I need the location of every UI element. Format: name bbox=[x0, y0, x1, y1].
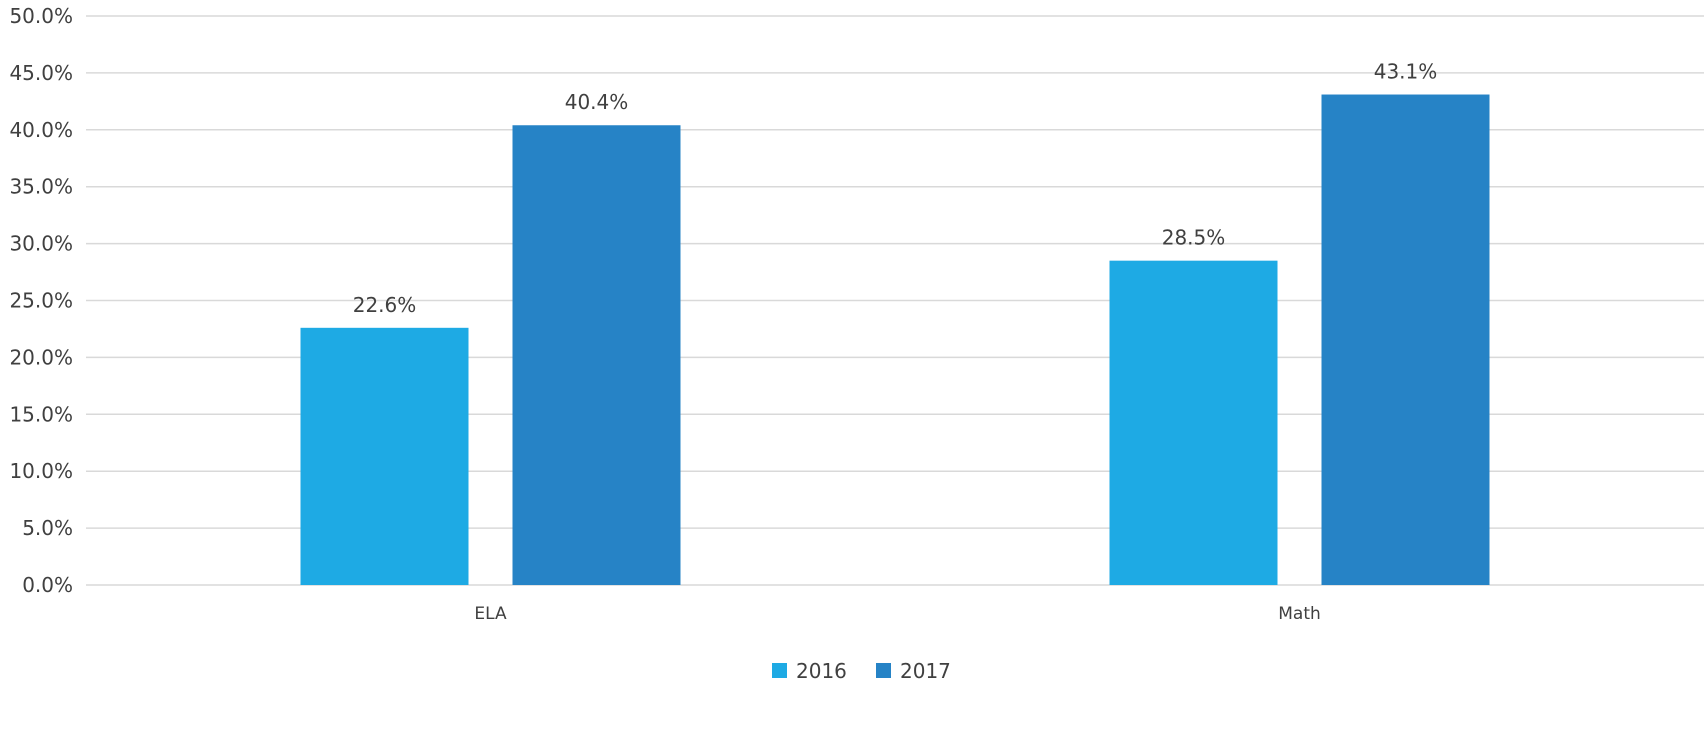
y-tick-label: 35.0% bbox=[9, 175, 73, 199]
x-axis-categories: ELA Math bbox=[474, 604, 1320, 624]
x-category-label: ELA bbox=[474, 604, 507, 624]
bar-2016-math bbox=[1109, 260, 1278, 585]
data-label: 22.6% bbox=[353, 293, 417, 317]
data-label: 28.5% bbox=[1162, 226, 1226, 250]
legend-label: 2017 bbox=[900, 659, 951, 683]
y-tick-label: 40.0% bbox=[9, 118, 73, 142]
y-tick-label: 10.0% bbox=[9, 459, 73, 483]
legend: 2016 2017 bbox=[772, 659, 951, 683]
bars bbox=[300, 94, 1490, 586]
legend-swatch bbox=[772, 663, 787, 678]
y-tick-label: 20.0% bbox=[9, 345, 73, 369]
y-tick-label: 0.0% bbox=[22, 573, 73, 597]
data-label: 43.1% bbox=[1374, 60, 1438, 84]
legend-swatch bbox=[876, 663, 891, 678]
legend-label: 2016 bbox=[796, 659, 847, 683]
data-label: 40.4% bbox=[565, 90, 629, 114]
data-labels: 22.6% 40.4% 28.5% 43.1% bbox=[353, 60, 1438, 317]
y-tick-label: 50.0% bbox=[9, 4, 73, 28]
bar-2017-ela bbox=[512, 125, 681, 586]
y-tick-label: 45.0% bbox=[9, 61, 73, 85]
x-category-label: Math bbox=[1278, 604, 1321, 624]
y-tick-label: 5.0% bbox=[22, 516, 73, 540]
bar-2017-math bbox=[1321, 94, 1490, 585]
bar-2016-ela bbox=[300, 327, 469, 585]
y-tick-label: 30.0% bbox=[9, 232, 73, 256]
y-tick-label: 25.0% bbox=[9, 289, 73, 313]
y-tick-label: 15.0% bbox=[9, 402, 73, 426]
y-axis-ticks: 0.0% 5.0% 10.0% 15.0% 20.0% 25.0% 30.0% 35.0% 40… bbox=[9, 4, 73, 597]
